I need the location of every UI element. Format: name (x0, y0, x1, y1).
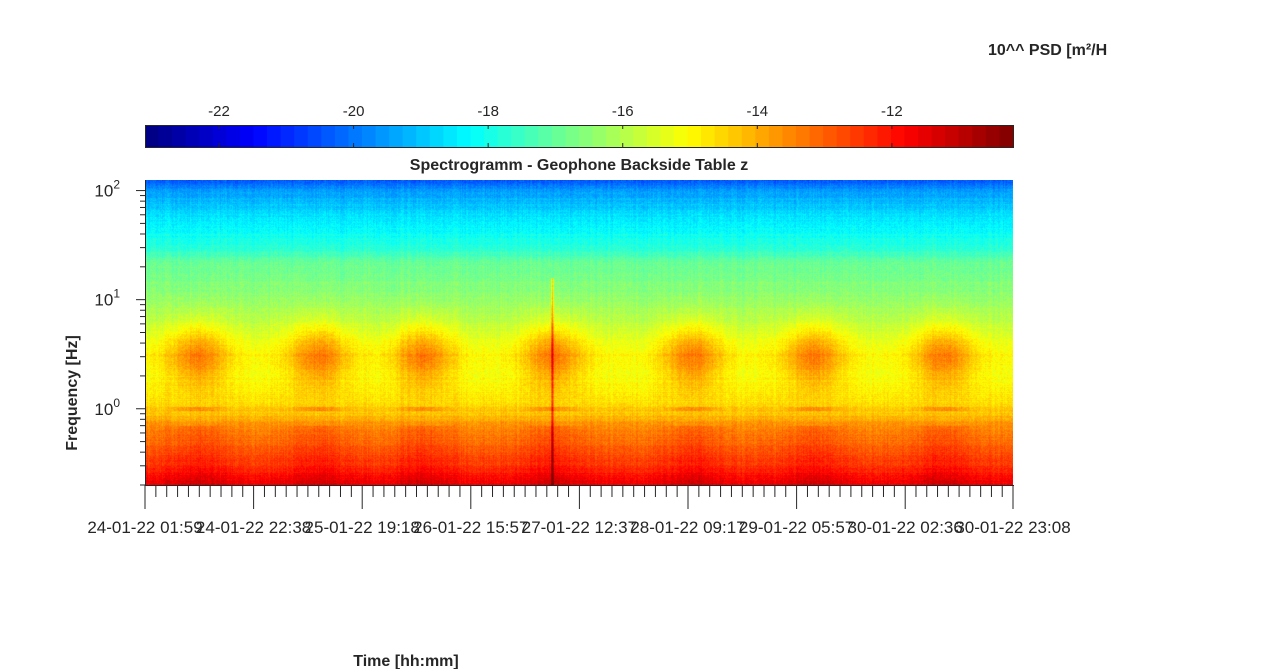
colorbar-swatch (334, 125, 350, 147)
colorbar-tick-label: -22 (208, 103, 230, 120)
colorbar-swatches (145, 125, 1014, 147)
colorbar-swatch (918, 125, 933, 147)
colorbar-swatch (172, 125, 187, 147)
colorbar-swatch (389, 125, 404, 147)
colorbar-swatch (497, 125, 512, 147)
colorbar-swatch (199, 125, 214, 147)
colorbar-swatch (145, 125, 160, 147)
colorbar-swatch (755, 125, 770, 147)
colorbar-swatch (470, 125, 485, 147)
colorbar-swatch (253, 125, 268, 147)
colorbar-swatch (877, 125, 892, 147)
colorbar-swatch (294, 125, 309, 147)
colorbar-swatch (416, 125, 431, 147)
colorbar-tick-label: -18 (477, 103, 499, 120)
colorbar-swatch (362, 125, 377, 147)
colorbar-swatch (985, 125, 1001, 147)
colorbar-swatch (958, 125, 973, 147)
colorbar-swatch (592, 125, 607, 147)
x-tick-label: 30-01-22 02:36 (848, 518, 963, 537)
colorbar-swatch (904, 125, 919, 147)
colorbar-swatch (796, 125, 811, 147)
colorbar-swatch (701, 125, 716, 147)
colorbar-swatch (728, 125, 743, 147)
colorbar-swatch (660, 125, 675, 147)
colorbar-swatch (267, 125, 282, 147)
x-tick-label: 27-01-22 12:37 (522, 518, 637, 537)
colorbar-swatch (565, 125, 580, 147)
x-tick-label: 24-01-22 01:59 (87, 518, 202, 537)
spectrogram-heatmap (145, 180, 1013, 485)
colorbar-label: 10^^ PSD [m²/H (988, 42, 1107, 59)
colorbar-swatch (402, 125, 417, 147)
colorbar: -22 -20 -18 -16 -14 -12 (145, 103, 1014, 148)
colorbar-swatch (673, 125, 689, 147)
x-tick-label: 25-01-22 19:18 (305, 518, 420, 537)
colorbar-swatch (185, 125, 200, 147)
colorbar-swatch (280, 125, 295, 147)
plot-area (145, 180, 1014, 486)
colorbar-swatch (714, 125, 729, 147)
x-tick-label: 28-01-22 09:17 (630, 518, 745, 537)
colorbar-swatch (945, 125, 960, 147)
colorbar-frame (145, 125, 1014, 148)
colorbar-swatch (836, 125, 851, 147)
colorbar-swatch (890, 125, 906, 147)
colorbar-swatch (429, 125, 444, 147)
colorbar-swatch (741, 125, 756, 147)
colorbar-swatch (484, 125, 499, 147)
colorbar-swatch (348, 125, 363, 147)
colorbar-swatch (524, 125, 539, 147)
colorbar-swatch (823, 125, 838, 147)
colorbar-swatch (972, 125, 987, 147)
colorbar-swatch (375, 125, 390, 147)
y-tick-label: 101 (94, 287, 120, 310)
y-tick-label: 100 (94, 396, 120, 419)
colorbar-swatch (687, 125, 702, 147)
colorbar-tick-label: -12 (881, 103, 903, 120)
x-tick-label: 30-01-22 23:08 (955, 518, 1070, 537)
colorbar-swatch (863, 125, 878, 147)
colorbar-swatch (443, 125, 458, 147)
colorbar-swatch (850, 125, 865, 147)
colorbar-swatch (307, 125, 322, 147)
x-tick-label: 24-01-22 22:38 (196, 518, 311, 537)
colorbar-tick-label: -16 (612, 103, 634, 120)
colorbar-swatch (633, 125, 648, 147)
x-tick-label: 26-01-22 15:57 (413, 518, 528, 537)
y-tick-label: 102 (94, 178, 120, 201)
colorbar-swatch (931, 125, 946, 147)
colorbar-swatch (456, 125, 472, 147)
colorbar-swatch (999, 125, 1014, 147)
colorbar-tick-label: -20 (343, 103, 365, 120)
colorbar-ticks: -22 -20 -18 -16 -14 -12 (208, 103, 903, 147)
colorbar-swatch (768, 125, 784, 147)
colorbar-swatch (809, 125, 824, 147)
x-tick-label: 29-01-22 05:57 (739, 518, 854, 537)
colorbar-swatch (646, 125, 661, 147)
colorbar-swatch (538, 125, 553, 147)
y-axis-label: Frequency [Hz] (64, 335, 81, 451)
colorbar-swatch (321, 125, 336, 147)
colorbar-swatch (226, 125, 241, 147)
colorbar-swatch (782, 125, 797, 147)
colorbar-tick-label: -14 (746, 103, 768, 120)
y-axis: 100 101 102 (94, 178, 145, 486)
colorbar-swatch (579, 125, 594, 147)
colorbar-swatch (212, 125, 227, 147)
colorbar-swatch (511, 125, 526, 147)
x-axis-label: Time [hh:mm] (353, 653, 458, 669)
colorbar-swatch (551, 125, 567, 147)
colorbar-swatch (606, 125, 621, 147)
colorbar-swatch (239, 125, 255, 147)
colorbar-swatch (158, 125, 173, 147)
chart-title: Spectrogramm - Geophone Backside Table z (410, 157, 748, 174)
colorbar-swatch (619, 125, 634, 147)
